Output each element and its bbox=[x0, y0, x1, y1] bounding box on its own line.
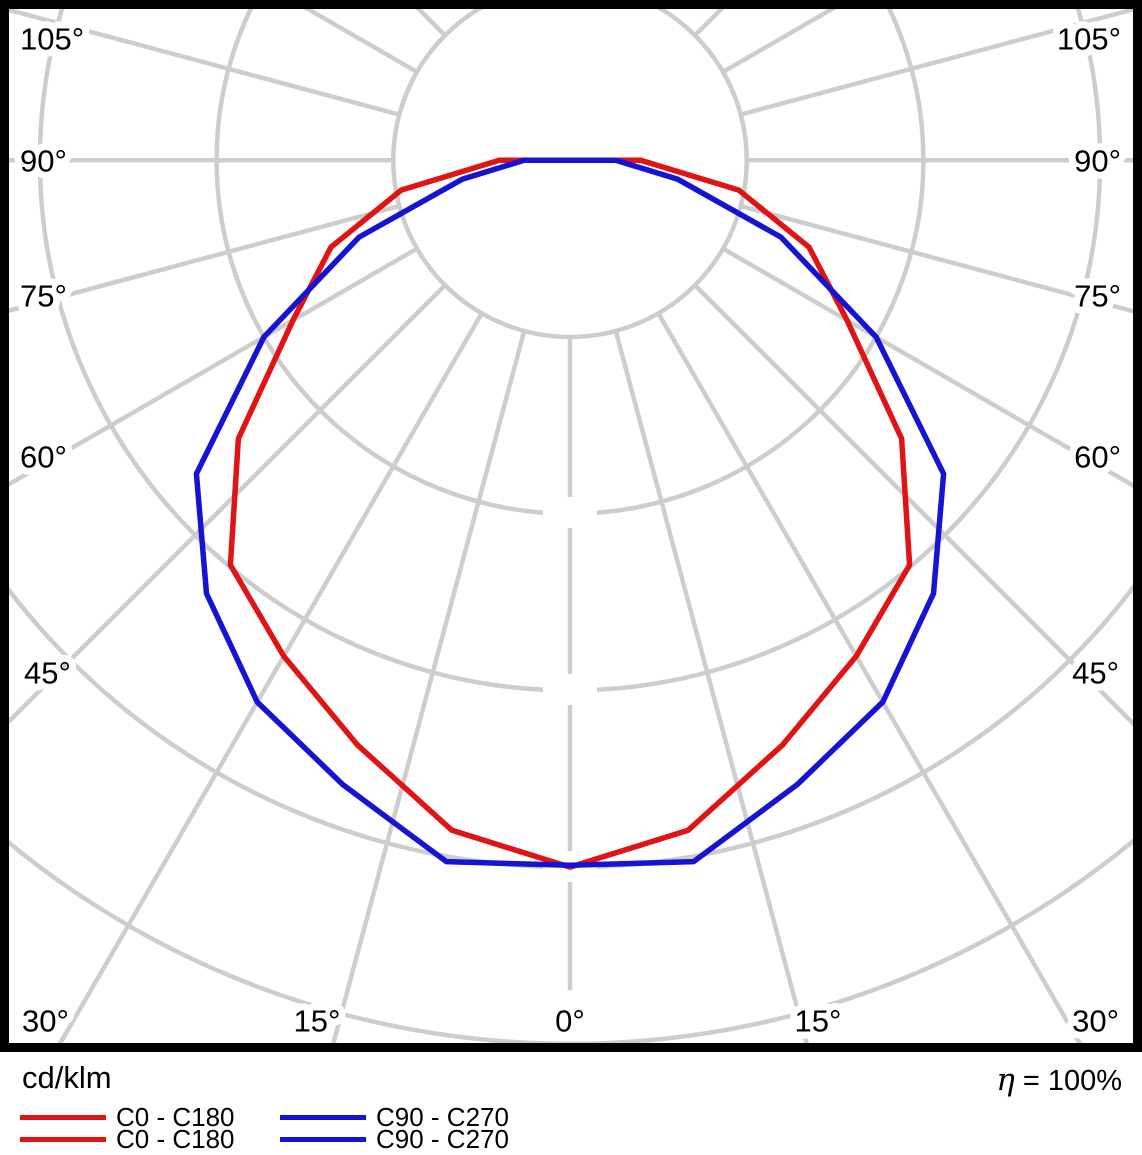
efficiency-label: η = 100% bbox=[996, 1062, 1122, 1098]
legend-label-clipped: C0 - C180 bbox=[116, 1123, 235, 1154]
plot-frame bbox=[0, 0, 1142, 1052]
ring-label-gap bbox=[543, 497, 597, 528]
radial-grid-line bbox=[613, 330, 809, 1043]
angle-label: 75° bbox=[20, 279, 67, 314]
angle-label: 105° bbox=[1057, 22, 1121, 57]
radial-grid-line bbox=[740, 203, 1133, 314]
radial-grid-line bbox=[721, 246, 1133, 488]
angle-label: 15° bbox=[294, 1004, 341, 1039]
unit-label: cd/klm bbox=[22, 1060, 112, 1095]
angle-label: 60° bbox=[1074, 440, 1121, 475]
legend-label-c0-c180: C0 - C180 bbox=[116, 1101, 235, 1132]
polar-grid-ring bbox=[391, 9, 749, 340]
legend-line-blue-clipped bbox=[280, 1136, 366, 1142]
legend-line-red-clipped bbox=[20, 1136, 106, 1142]
radial-grid-line bbox=[656, 312, 1083, 1043]
curve-c90-c270 bbox=[193, 157, 947, 869]
angle-label: 45° bbox=[1072, 656, 1119, 691]
curve-c0-c180 bbox=[227, 157, 913, 870]
angle-label: 105° bbox=[20, 22, 84, 57]
efficiency-value: = 100% bbox=[1022, 1065, 1122, 1097]
angle-label: 45° bbox=[24, 656, 71, 691]
radial-grid-line bbox=[331, 330, 527, 1043]
radial-grid-line bbox=[9, 203, 400, 313]
radial-grid-line bbox=[740, 9, 1133, 117]
angle-label: 60° bbox=[20, 440, 67, 475]
angle-label: 30° bbox=[22, 1004, 69, 1039]
radial-grid-line bbox=[9, 9, 400, 117]
angle-label: 90° bbox=[1074, 144, 1121, 179]
angle-label: 15° bbox=[795, 1004, 842, 1039]
legend-label-clipped-2: C90 - C270 bbox=[376, 1123, 509, 1154]
eta-symbol: η bbox=[996, 1062, 1015, 1098]
ring-label-gap bbox=[543, 674, 597, 705]
angle-label: 0° bbox=[555, 1004, 585, 1039]
angle-label: 30° bbox=[1072, 1004, 1119, 1039]
legend: C0 - C180 C90 - C270 bbox=[0, 1102, 1142, 1132]
legend-item-c0-c180: C0 - C180 bbox=[20, 1102, 235, 1132]
radial-grid-line bbox=[9, 283, 447, 725]
angle-label: 90° bbox=[20, 144, 67, 179]
legend-label-c90-c270: C90 - C270 bbox=[376, 1101, 509, 1132]
radial-grid-line bbox=[693, 283, 1133, 727]
legend-item-c90-c270: C90 - C270 bbox=[280, 1102, 509, 1132]
legend-clipped-row: C0 - C180 C90 - C270 bbox=[0, 1124, 1142, 1154]
legend-line-red bbox=[20, 1114, 106, 1120]
legend-line-blue bbox=[280, 1114, 366, 1120]
legend-item-clipped-2: C90 - C270 bbox=[280, 1124, 509, 1154]
radial-grid-line bbox=[57, 312, 484, 1043]
angle-label: 75° bbox=[1074, 279, 1121, 314]
radial-grid-line bbox=[9, 246, 419, 487]
legend-item-clipped: C0 - C180 bbox=[20, 1124, 235, 1154]
